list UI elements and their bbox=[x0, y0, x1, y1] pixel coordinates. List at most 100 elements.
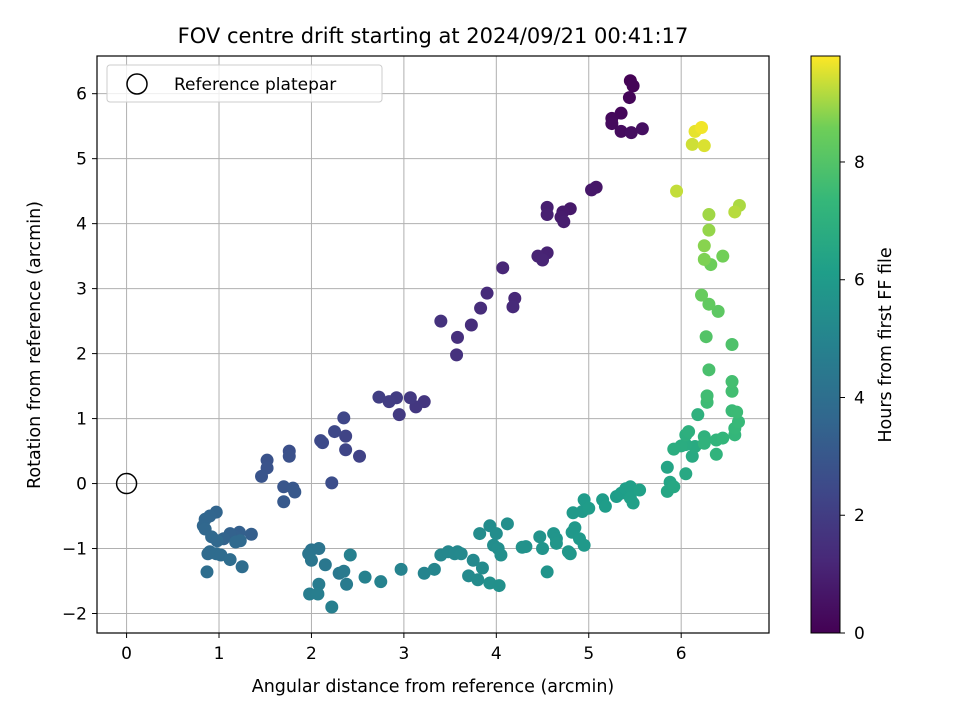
data-point bbox=[394, 562, 408, 576]
y-tick-label: 0 bbox=[76, 475, 87, 495]
data-point bbox=[626, 79, 640, 93]
colorbar-tick-label: 4 bbox=[854, 388, 865, 408]
data-point bbox=[325, 600, 339, 614]
chart-title: FOV centre drift starting at 2024/09/21 … bbox=[178, 24, 689, 48]
x-tick-label: 3 bbox=[398, 644, 409, 664]
data-point bbox=[496, 261, 510, 275]
data-point bbox=[697, 139, 711, 153]
data-point bbox=[730, 405, 744, 419]
data-point bbox=[282, 449, 296, 463]
data-point bbox=[582, 501, 596, 515]
legend-entry-label: Reference platepar bbox=[174, 75, 336, 95]
data-point bbox=[318, 558, 332, 572]
x-axis-ticks: 0 1 2 3 4 5 6 bbox=[121, 633, 687, 664]
data-point bbox=[695, 288, 709, 302]
data-point bbox=[667, 480, 681, 494]
y-tick-label: 3 bbox=[76, 280, 87, 300]
data-point bbox=[454, 547, 468, 561]
data-point bbox=[697, 252, 711, 266]
data-point bbox=[506, 300, 520, 314]
data-point bbox=[540, 565, 554, 579]
colorbar-tick-label: 2 bbox=[854, 506, 865, 526]
data-point bbox=[540, 208, 554, 222]
data-point bbox=[635, 122, 649, 136]
data-point bbox=[577, 538, 591, 552]
y-axis-label: Rotation from reference (arcmin) bbox=[25, 201, 45, 489]
data-point bbox=[353, 449, 367, 463]
data-point bbox=[471, 573, 485, 587]
data-point bbox=[492, 579, 506, 593]
data-point bbox=[229, 535, 243, 549]
data-point bbox=[325, 476, 339, 490]
data-point bbox=[316, 436, 330, 450]
data-point bbox=[725, 338, 739, 351]
data-point bbox=[725, 375, 739, 389]
data-point bbox=[427, 562, 441, 576]
data-point bbox=[660, 460, 674, 474]
data-point bbox=[450, 348, 464, 362]
data-point bbox=[200, 565, 214, 579]
legend-marker bbox=[126, 73, 148, 95]
y-axis-ticks: −2 −1 0 1 2 3 4 5 6 bbox=[62, 85, 97, 625]
data-point bbox=[235, 560, 249, 574]
data-point bbox=[464, 318, 478, 332]
y-tick-label: 1 bbox=[76, 410, 87, 430]
data-point bbox=[244, 527, 258, 541]
data-point bbox=[695, 120, 709, 134]
legend: Reference platepar bbox=[106, 64, 383, 103]
data-point bbox=[304, 553, 318, 567]
data-point bbox=[699, 330, 713, 344]
y-tick-label: −1 bbox=[62, 540, 87, 560]
data-point bbox=[475, 561, 489, 575]
data-point bbox=[585, 183, 599, 197]
x-tick-label: 5 bbox=[583, 644, 594, 664]
data-point bbox=[494, 548, 508, 562]
data-point bbox=[417, 566, 431, 580]
data-point bbox=[223, 553, 237, 567]
x-tick-label: 0 bbox=[121, 644, 132, 664]
data-point bbox=[311, 587, 325, 601]
data-point bbox=[598, 499, 612, 513]
data-point bbox=[702, 223, 716, 237]
data-point bbox=[725, 384, 739, 398]
data-point bbox=[679, 467, 693, 481]
y-tick-label: 5 bbox=[76, 150, 87, 170]
y-tick-label: −2 bbox=[62, 605, 87, 625]
data-point bbox=[536, 253, 550, 267]
data-points bbox=[196, 74, 746, 614]
data-point bbox=[622, 91, 636, 105]
x-axis-label: Angular distance from reference (arcmin) bbox=[252, 677, 615, 697]
data-point bbox=[382, 395, 396, 409]
colorbar-ticks: 0 2 4 6 8 bbox=[840, 153, 865, 644]
y-tick-label: 6 bbox=[76, 85, 87, 105]
data-point bbox=[474, 301, 488, 315]
data-point bbox=[716, 431, 730, 445]
data-point bbox=[277, 495, 291, 509]
data-point bbox=[473, 527, 487, 541]
x-tick-label: 1 bbox=[214, 644, 225, 664]
data-point bbox=[697, 436, 711, 450]
colorbar-tick-label: 0 bbox=[854, 624, 865, 644]
reference-point bbox=[115, 472, 138, 495]
colorbar: 0 2 4 6 8 Hours from first FF file bbox=[810, 55, 896, 644]
data-point bbox=[536, 542, 550, 556]
data-point bbox=[568, 521, 582, 535]
data-point bbox=[339, 443, 353, 457]
data-point bbox=[519, 540, 533, 554]
colorbar-tick-label: 8 bbox=[854, 153, 865, 173]
data-point bbox=[337, 564, 351, 578]
data-point bbox=[614, 124, 628, 138]
data-point bbox=[702, 297, 716, 311]
data-point bbox=[372, 390, 386, 404]
data-point bbox=[312, 542, 326, 556]
data-point bbox=[682, 425, 696, 439]
y-tick-label: 2 bbox=[76, 345, 87, 365]
colorbar-label: Hours from first FF file bbox=[876, 247, 896, 442]
data-point bbox=[728, 205, 742, 219]
data-point bbox=[489, 527, 503, 541]
data-point bbox=[480, 286, 494, 300]
data-point bbox=[374, 575, 388, 589]
data-point bbox=[549, 536, 563, 550]
data-point bbox=[626, 496, 640, 510]
